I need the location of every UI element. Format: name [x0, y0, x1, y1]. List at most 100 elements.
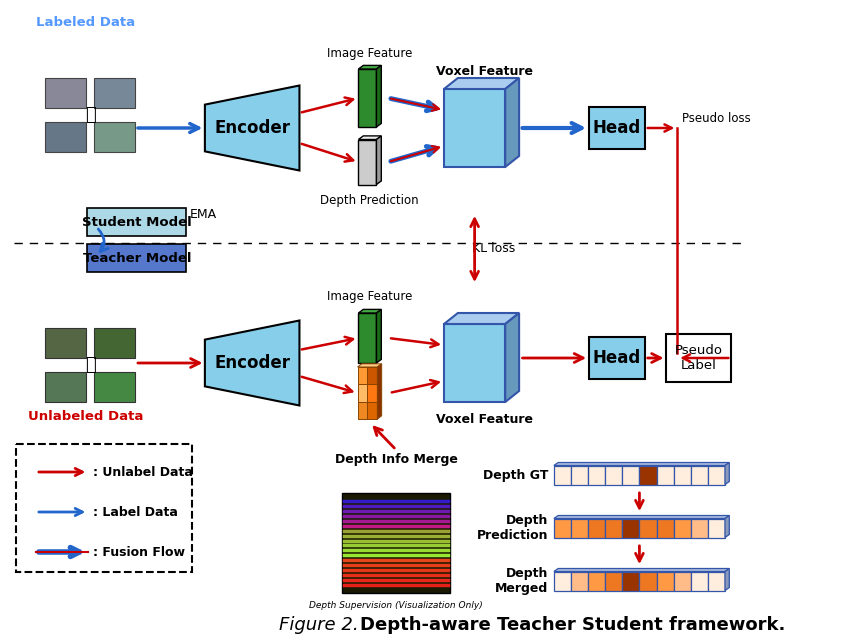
Bar [588, 466, 606, 484]
Text: 📷: 📷 [85, 356, 95, 374]
Bar [554, 572, 571, 590]
Text: Encoder: Encoder [214, 119, 290, 137]
Text: Head: Head [593, 119, 641, 137]
Bar [571, 572, 588, 590]
Bar [606, 466, 622, 484]
Bar [708, 518, 725, 538]
Text: Depth Supervision (Visualization Only): Depth Supervision (Visualization Only) [309, 601, 483, 610]
Bar [571, 466, 588, 484]
Polygon shape [444, 78, 519, 89]
Bar [93, 78, 135, 108]
Bar [45, 328, 87, 358]
Polygon shape [505, 78, 519, 167]
Bar [606, 572, 622, 590]
Text: KL loss: KL loss [472, 242, 516, 255]
Polygon shape [444, 313, 519, 324]
Text: Voxel Feature: Voxel Feature [436, 65, 533, 78]
Polygon shape [358, 309, 381, 313]
Polygon shape [554, 462, 729, 466]
Bar [45, 78, 87, 108]
Bar [588, 572, 606, 590]
Bar [45, 372, 87, 402]
Text: Image Feature: Image Feature [326, 290, 412, 303]
Text: : Fusion Flow: : Fusion Flow [93, 545, 185, 559]
Polygon shape [554, 568, 729, 572]
Text: Depth Prediction: Depth Prediction [320, 194, 419, 207]
Text: : Unlabel Data: : Unlabel Data [93, 466, 193, 478]
Bar [657, 466, 674, 484]
Bar [708, 466, 725, 484]
Bar [622, 572, 639, 590]
Polygon shape [377, 309, 381, 363]
Bar [690, 518, 708, 538]
Text: Teacher Model: Teacher Model [82, 251, 191, 264]
Bar [690, 572, 708, 590]
Bar [357, 402, 368, 419]
Bar [554, 518, 571, 538]
Text: Encoder: Encoder [214, 354, 290, 372]
Bar [606, 518, 622, 538]
Text: Figure 2.: Figure 2. [279, 616, 359, 634]
Bar [358, 313, 377, 363]
Bar [444, 324, 505, 402]
Bar [622, 518, 639, 538]
Bar [639, 572, 657, 590]
Polygon shape [378, 364, 382, 419]
Bar [93, 122, 135, 152]
Bar [357, 385, 368, 402]
Polygon shape [725, 462, 729, 484]
Text: Depth
Prediction: Depth Prediction [477, 514, 548, 542]
Bar [674, 572, 690, 590]
Polygon shape [725, 568, 729, 590]
Bar [589, 107, 645, 149]
Polygon shape [205, 320, 299, 406]
Text: Unlabeled Data: Unlabeled Data [28, 410, 143, 424]
Bar [93, 372, 135, 402]
Bar [588, 518, 606, 538]
Polygon shape [377, 136, 381, 185]
Text: Voxel Feature: Voxel Feature [436, 413, 533, 426]
Bar [368, 385, 378, 402]
Bar [589, 337, 645, 379]
Bar [87, 244, 187, 272]
Bar [657, 518, 674, 538]
Bar [708, 572, 725, 590]
Bar [93, 328, 135, 358]
Bar [690, 466, 708, 484]
Bar [45, 122, 87, 152]
Text: Image Feature: Image Feature [326, 47, 412, 60]
Bar [657, 572, 674, 590]
Bar [368, 367, 378, 385]
Bar [622, 466, 639, 484]
Polygon shape [554, 516, 729, 518]
Polygon shape [358, 66, 381, 69]
Bar [666, 334, 732, 382]
Text: EMA: EMA [190, 208, 217, 221]
Text: Head: Head [593, 349, 641, 367]
Bar [358, 69, 377, 127]
Bar [368, 402, 378, 419]
Bar [87, 208, 187, 236]
Bar [342, 493, 450, 593]
Text: 📷: 📷 [85, 106, 95, 124]
Text: Student Model: Student Model [82, 215, 192, 228]
Bar [674, 518, 690, 538]
Text: Depth-aware Teacher Student framework.: Depth-aware Teacher Student framework. [360, 616, 785, 634]
Bar [554, 466, 571, 484]
Bar [674, 466, 690, 484]
Text: Depth
Merged: Depth Merged [495, 567, 548, 595]
Bar [571, 518, 588, 538]
Bar [639, 466, 657, 484]
Polygon shape [205, 86, 299, 170]
Text: Labeled Data: Labeled Data [36, 15, 135, 28]
Bar [639, 518, 657, 538]
Text: Pseudo
Label: Pseudo Label [674, 344, 723, 372]
Polygon shape [505, 313, 519, 402]
Polygon shape [377, 66, 381, 127]
Text: : Label Data: : Label Data [93, 505, 177, 518]
Text: Pseudo loss: Pseudo loss [682, 111, 750, 125]
Text: Depth GT: Depth GT [483, 469, 548, 482]
Polygon shape [358, 136, 381, 140]
Polygon shape [725, 516, 729, 538]
Text: Depth Info Merge: Depth Info Merge [335, 453, 458, 467]
